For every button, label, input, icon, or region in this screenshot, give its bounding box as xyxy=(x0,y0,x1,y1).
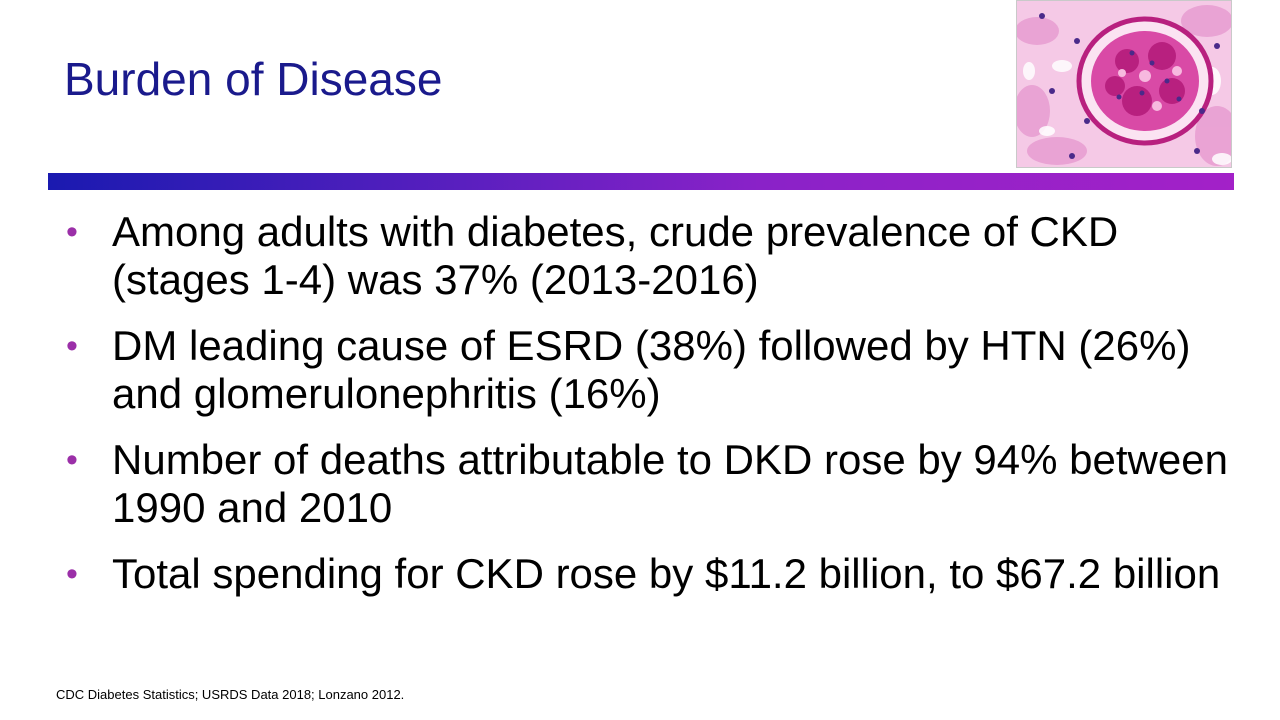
bullet-marker: • xyxy=(66,213,78,251)
bullet-text: DM leading cause of ESRD (38%) followed … xyxy=(112,322,1191,417)
bullet-marker: • xyxy=(66,441,78,479)
bullet-marker: • xyxy=(66,327,78,365)
bullet-item: • DM leading cause of ESRD (38%) followe… xyxy=(66,322,1246,418)
bullet-item: • Among adults with diabetes, crude prev… xyxy=(66,208,1246,304)
bullet-marker: • xyxy=(66,555,78,593)
bullet-text: Number of deaths attributable to DKD ros… xyxy=(112,436,1228,531)
bullet-text: Total spending for CKD rose by $11.2 bil… xyxy=(112,550,1221,597)
title-divider-bar xyxy=(48,173,1234,190)
slide-title: Burden of Disease xyxy=(64,53,443,105)
source-citation: CDC Diabetes Statistics; USRDS Data 2018… xyxy=(56,687,405,702)
bullet-item: • Number of deaths attributable to DKD r… xyxy=(66,436,1246,532)
bullet-item: • Total spending for CKD rose by $11.2 b… xyxy=(66,550,1246,598)
bullet-list: • Among adults with diabetes, crude prev… xyxy=(66,208,1246,616)
bullet-text: Among adults with diabetes, crude preval… xyxy=(112,208,1119,303)
glomerulus-micrograph-icon xyxy=(1017,1,1231,167)
histology-image xyxy=(1016,0,1232,168)
